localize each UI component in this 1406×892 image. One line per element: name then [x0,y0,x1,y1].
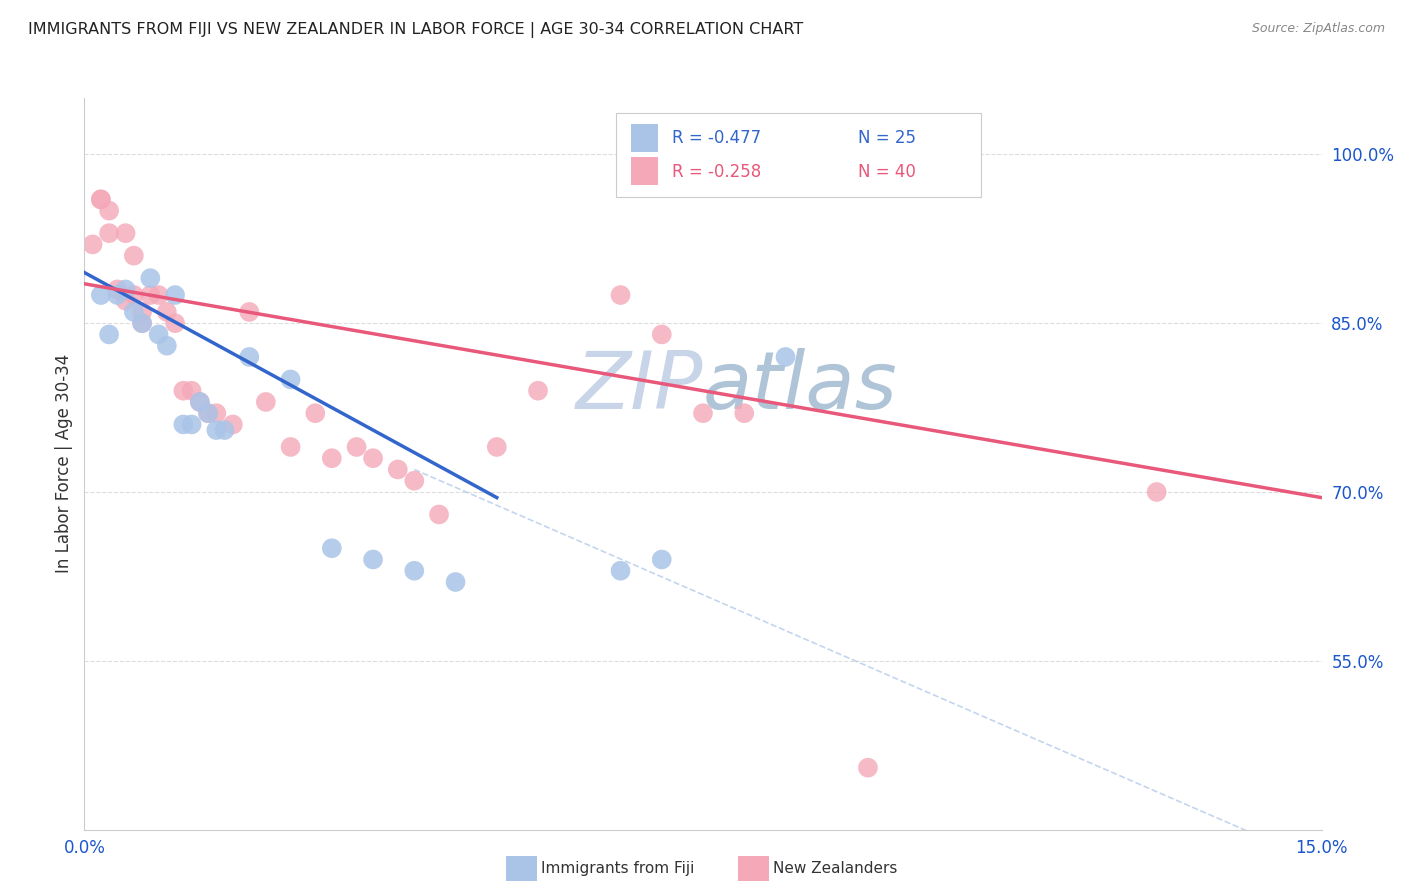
Point [90,193,112,207]
FancyBboxPatch shape [631,157,658,186]
Point [651,552,673,566]
Point [188,395,211,409]
Point [485,440,508,454]
Point [148,288,170,302]
Point [188,395,211,409]
Point [444,574,467,589]
Point [361,552,384,566]
Point [346,440,368,454]
Point [105,288,128,302]
Point [148,327,170,342]
Point [172,417,194,432]
Text: N = 40: N = 40 [858,163,915,181]
Point [404,474,426,488]
Point [280,440,302,454]
Point [139,288,162,302]
Point [165,288,187,302]
Point [131,316,153,330]
Point [733,406,755,420]
Point [238,305,260,319]
Point [90,193,112,207]
Point [427,508,450,522]
Point [304,406,326,420]
Point [172,384,194,398]
Point [197,406,219,420]
Point [156,339,179,353]
Point [609,564,631,578]
Point [105,282,128,296]
Point [361,451,384,466]
Point [214,423,236,437]
Point [165,316,187,330]
Point [692,406,714,420]
Text: New Zealanders: New Zealanders [773,862,897,876]
Point [114,226,136,240]
Point [90,288,112,302]
Point [205,406,228,420]
Point [122,249,145,263]
Point [527,384,550,398]
Point [321,451,343,466]
Point [222,417,245,432]
Text: R = -0.477: R = -0.477 [672,128,761,146]
Point [205,423,228,437]
Text: Source: ZipAtlas.com: Source: ZipAtlas.com [1251,22,1385,36]
Point [82,237,104,252]
Point [98,203,121,218]
Text: Immigrants from Fiji: Immigrants from Fiji [541,862,695,876]
Point [139,271,162,285]
Text: N = 25: N = 25 [858,128,915,146]
Text: atlas: atlas [703,348,898,426]
Text: IMMIGRANTS FROM FIJI VS NEW ZEALANDER IN LABOR FORCE | AGE 30-34 CORRELATION CHA: IMMIGRANTS FROM FIJI VS NEW ZEALANDER IN… [28,22,803,38]
Point [98,226,121,240]
Point [238,350,260,364]
Point [114,282,136,296]
Point [609,288,631,302]
Point [404,564,426,578]
Point [114,293,136,308]
Point [321,541,343,556]
Point [856,761,879,775]
Text: ZIP: ZIP [575,348,703,426]
Point [131,305,153,319]
Text: R = -0.258: R = -0.258 [672,163,761,181]
Point [651,327,673,342]
Point [131,316,153,330]
Point [98,327,121,342]
Point [387,462,409,476]
Point [280,372,302,386]
Point [197,406,219,420]
Y-axis label: In Labor Force | Age 30-34: In Labor Force | Age 30-34 [55,354,73,574]
Point [156,305,179,319]
Point [1146,485,1168,500]
Point [180,384,202,398]
Point [122,288,145,302]
FancyBboxPatch shape [616,112,981,197]
Point [122,305,145,319]
FancyBboxPatch shape [631,124,658,152]
Point [180,417,202,432]
Point [775,350,797,364]
Point [254,395,277,409]
